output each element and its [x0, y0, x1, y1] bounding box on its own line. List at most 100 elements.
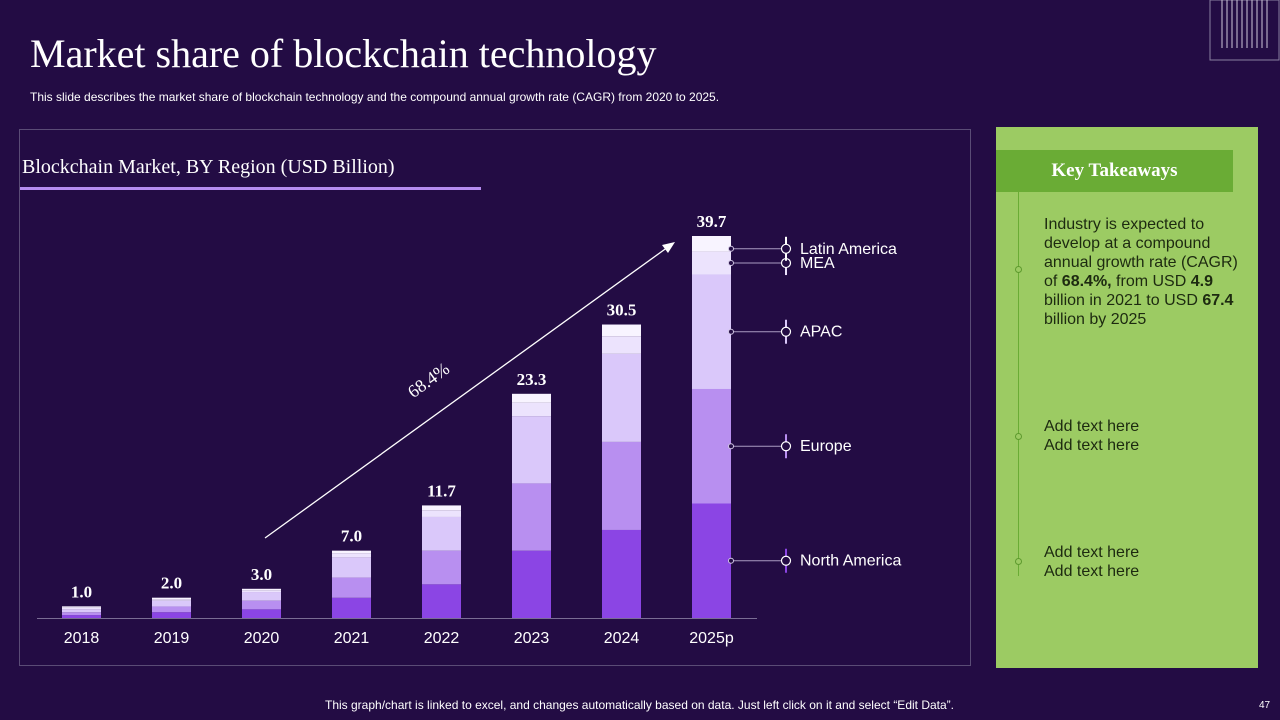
- bar-segment: [422, 505, 461, 511]
- key-takeaways-header: Key Takeaways: [996, 150, 1233, 192]
- bar-total-label: 39.7: [697, 212, 727, 231]
- takeaway-text-part: Industry is expected to develop at a com…: [1044, 216, 1238, 290]
- legend-connector-dot: [728, 443, 734, 450]
- bar-segment: [602, 336, 641, 354]
- x-tick-label: 2024: [604, 630, 640, 647]
- bar-segment: [692, 503, 731, 618]
- bar-segment: [332, 550, 371, 554]
- bar-segment: [602, 324, 641, 337]
- bar-segment: [242, 588, 281, 591]
- legend-label: North America: [800, 553, 901, 570]
- takeaway-text-part: billion by 2025: [1044, 311, 1147, 328]
- bar-segment: [512, 483, 551, 551]
- timeline-dot: [1015, 558, 1022, 565]
- legend-marker-dot: [780, 326, 792, 337]
- growth-arrow-head: [662, 242, 675, 253]
- bar-segment: [152, 597, 191, 600]
- bar-total-label: 23.3: [517, 370, 547, 389]
- bar-segment: [692, 388, 731, 504]
- takeaway-highlight: 68.4%,: [1061, 273, 1112, 290]
- takeaway-placeholder-text: Add text here Add text here: [1044, 543, 1244, 581]
- takeaway-line: Add text here: [1044, 437, 1140, 454]
- takeaway-text-part: from USD: [1111, 273, 1191, 290]
- chart-panel[interactable]: [19, 129, 971, 666]
- takeaway-line: Add text here: [1044, 563, 1140, 580]
- key-takeaways-panel: [996, 127, 1258, 668]
- bar-segment: [242, 609, 281, 618]
- takeaway-line: Add text here: [1044, 544, 1140, 561]
- bar-segment: [62, 606, 101, 608]
- bar-segment: [422, 510, 461, 517]
- bar-segment: [422, 584, 461, 618]
- takeaway-placeholder-text: Add text here Add text here: [1044, 417, 1244, 455]
- legend-marker-dot: [780, 441, 792, 452]
- growth-arrow-line: [264, 246, 669, 539]
- chart-title-underline: [20, 187, 481, 190]
- bar-segment: [422, 516, 461, 551]
- x-tick-label: 2019: [154, 630, 190, 647]
- footer-note: This graph/chart is linked to excel, and…: [325, 698, 954, 712]
- legend-marker-dot: [780, 243, 792, 254]
- takeaway-cagr-text: Industry is expected to develop at a com…: [1044, 215, 1244, 329]
- bar-segment: [62, 607, 101, 610]
- bar-total-label: 30.5: [607, 301, 637, 320]
- bar-segment: [242, 590, 281, 593]
- x-tick-label: 2018: [64, 630, 100, 647]
- bar-segment: [512, 393, 551, 403]
- bar-segment: [422, 550, 461, 585]
- page-number: 47: [1259, 700, 1271, 711]
- takeaway-highlight: 67.4: [1202, 292, 1234, 309]
- legend-label: Europe: [800, 438, 852, 455]
- bar-segment: [152, 606, 191, 613]
- bar-total-label: 11.7: [427, 481, 456, 500]
- timeline-dot: [1015, 433, 1022, 440]
- takeaways-timeline-line: [1018, 192, 1019, 576]
- chart-title: Blockchain Market, BY Region (USD Billio…: [22, 156, 395, 178]
- bar-segment: [512, 402, 551, 417]
- x-tick-label: 2025p: [689, 630, 734, 647]
- legend-connector-dot: [728, 328, 734, 335]
- legend-connector-dot: [728, 260, 734, 267]
- bar-segment: [152, 600, 191, 607]
- bar-segment: [692, 236, 731, 252]
- cagr-annotation: 68.4%: [404, 358, 453, 402]
- bar-total-label: 2.0: [161, 574, 182, 593]
- bar-segment: [602, 529, 641, 618]
- legend-label: Latin America: [800, 241, 897, 258]
- legend-connector-dot: [728, 557, 734, 564]
- bar-segment: [62, 609, 101, 613]
- bar-segment: [62, 612, 101, 616]
- timeline-dot: [1015, 266, 1022, 273]
- bar-segment: [692, 274, 731, 389]
- bar-segment: [62, 615, 101, 618]
- bar-segment: [602, 353, 641, 442]
- x-tick-label: 2020: [244, 630, 280, 647]
- bar-segment: [152, 599, 191, 601]
- bar-segment: [512, 550, 551, 618]
- slide-subtitle: This slide describes the market share of…: [30, 90, 720, 104]
- slide-title: Market share of blockchain technology: [30, 31, 657, 76]
- x-tick-label: 2023: [514, 630, 550, 647]
- takeaway-text-part: billion in 2021 to USD: [1044, 292, 1203, 309]
- bar-segment: [332, 577, 371, 598]
- legend-label: APAC: [800, 324, 842, 341]
- takeaway-line: Add text here: [1044, 418, 1140, 435]
- bar-segment: [332, 553, 371, 558]
- x-tick-label: 2022: [424, 630, 460, 647]
- bar-segment: [512, 416, 551, 484]
- bar-total-label: 3.0: [251, 565, 272, 584]
- corner-decoration: [1209, 0, 1280, 61]
- bar-segment: [332, 597, 371, 618]
- bar-segment: [242, 600, 281, 610]
- bar-segment: [602, 441, 641, 530]
- legend-connector-dot: [728, 245, 734, 252]
- x-tick-label: 2021: [334, 630, 370, 647]
- takeaway-highlight: 4.9: [1190, 273, 1213, 290]
- bar-total-label: 7.0: [341, 527, 362, 546]
- stacked-bar-chart[interactable]: 1.0 2018 2.0 2019 3.0 2020 7.0 2021 11.7 2022 23.3…: [0, 0, 1000, 700]
- legend-label: MEA: [800, 255, 835, 272]
- bar-total-label: 1.0: [71, 582, 92, 601]
- bar-segment: [692, 251, 731, 275]
- legend-marker-dot: [780, 555, 792, 566]
- bar-segment: [242, 592, 281, 601]
